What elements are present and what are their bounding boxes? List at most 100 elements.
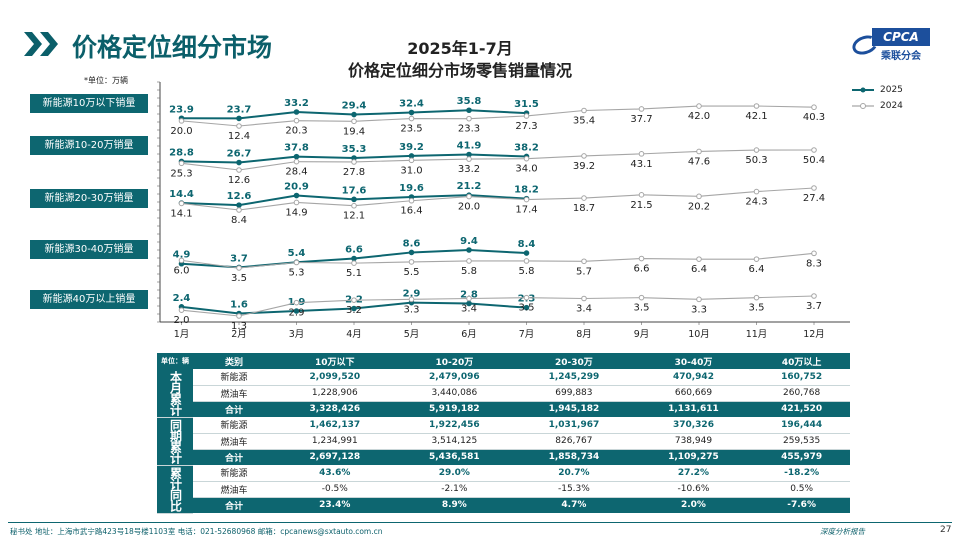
x-tick-label: 7月 bbox=[519, 329, 535, 340]
legend-2025-marker-icon bbox=[852, 87, 874, 93]
data-point-2025 bbox=[466, 247, 472, 253]
data-label-2024: 42.0 bbox=[688, 111, 710, 122]
data-label-2025: 12.6 bbox=[227, 191, 252, 202]
x-tick-label: 1月 bbox=[174, 329, 190, 340]
segment-label-under-10: 新能源10万以下销量 bbox=[30, 94, 148, 113]
cpca-logo: CPCA 乘联分会 bbox=[849, 28, 932, 62]
stats-table: 单位：辆 类别 10万以下 10-20万 20-30万 30-40万 40万以上… bbox=[157, 353, 850, 514]
data-label-2024: 27.3 bbox=[515, 121, 537, 132]
data-point-2025 bbox=[523, 250, 530, 256]
unit-note: *单位：万辆 bbox=[84, 76, 128, 85]
data-point-2024 bbox=[753, 103, 760, 109]
table-cell: -10.6% bbox=[633, 481, 754, 498]
data-point-2025 bbox=[351, 196, 357, 203]
table-cell: 4.7% bbox=[514, 497, 634, 513]
data-point-2024 bbox=[351, 260, 357, 266]
table-cell: 27.2% bbox=[633, 465, 754, 482]
data-label-2025: 33.2 bbox=[284, 98, 309, 109]
legend-2024-marker-icon bbox=[852, 103, 874, 109]
table-row-type: 新能源 bbox=[193, 417, 275, 434]
table-cell: 1,858,734 bbox=[514, 449, 634, 465]
data-label-2025: 14.4 bbox=[169, 189, 194, 200]
data-point-2024 bbox=[351, 202, 357, 209]
data-label-2024: 27.4 bbox=[803, 193, 825, 204]
data-label-2025: 2.8 bbox=[460, 290, 478, 301]
data-point-2024 bbox=[638, 294, 645, 301]
data-label-2024: 6.4 bbox=[691, 264, 707, 275]
data-label-2024: 23.5 bbox=[400, 124, 422, 135]
data-label-2025: 18.2 bbox=[514, 185, 539, 196]
table-cell: 2,479,096 bbox=[394, 369, 515, 386]
table-row-type: 新能源 bbox=[193, 369, 275, 386]
x-tick-label: 11月 bbox=[746, 329, 768, 340]
data-label-2024: 5.8 bbox=[519, 266, 535, 277]
data-point-2024 bbox=[408, 115, 415, 122]
data-point-2025 bbox=[408, 109, 415, 116]
data-label-2024: 14.1 bbox=[170, 208, 192, 219]
data-label-2025: 37.8 bbox=[284, 143, 309, 154]
data-point-2024 bbox=[581, 107, 587, 114]
data-point-2024 bbox=[523, 196, 530, 203]
data-point-2024 bbox=[811, 293, 817, 299]
data-label-2024: 24.3 bbox=[745, 197, 767, 208]
data-label-2024: 17.4 bbox=[515, 205, 537, 216]
data-label-2024: 12.1 bbox=[343, 211, 365, 222]
data-label-2025: 23.9 bbox=[169, 104, 194, 115]
data-label-2024: 42.1 bbox=[745, 111, 767, 122]
table-cell: -15.3% bbox=[514, 481, 634, 498]
data-point-2024 bbox=[696, 296, 702, 303]
data-point-2024 bbox=[811, 185, 817, 191]
table-row-type: 合计 bbox=[193, 449, 275, 465]
data-point-2024 bbox=[293, 199, 300, 206]
data-point-2024 bbox=[293, 259, 300, 266]
data-label-2024: 5.5 bbox=[404, 267, 420, 278]
data-label-2024: 28.4 bbox=[285, 167, 307, 178]
data-point-2024 bbox=[581, 258, 587, 265]
data-point-2024 bbox=[236, 265, 242, 271]
data-point-2024 bbox=[523, 155, 530, 162]
table-row-type: 新能源 bbox=[193, 465, 275, 482]
legend-label-2025: 2025 bbox=[880, 85, 903, 95]
data-label-2024: 25.3 bbox=[170, 168, 192, 179]
data-point-2024 bbox=[466, 258, 472, 264]
table-row: 合计 2,697,128 5,436,581 1,858,734 1,109,275 45… bbox=[157, 449, 850, 465]
data-point-2024 bbox=[293, 117, 300, 124]
data-point-2024 bbox=[523, 258, 530, 264]
table-row: 燃油车 1,228,906 3,440,086 699,883 660,669 260,7… bbox=[157, 385, 850, 402]
data-label-2025: 8.4 bbox=[518, 239, 536, 250]
table-cell: 260,768 bbox=[753, 385, 850, 402]
table-cell: 8.9% bbox=[394, 497, 515, 513]
data-label-2024: 3.5 bbox=[519, 303, 535, 314]
table-cell: 455,979 bbox=[753, 449, 850, 465]
data-label-2024: 8.3 bbox=[806, 258, 822, 269]
data-point-2024 bbox=[811, 104, 817, 111]
table-cell: 29.0% bbox=[394, 465, 515, 482]
legend-item-2025: 2025 bbox=[852, 82, 903, 98]
data-label-2025: 6.6 bbox=[345, 245, 363, 256]
data-label-2025: 17.6 bbox=[342, 185, 367, 196]
data-point-2025 bbox=[351, 255, 357, 262]
table-cell: 0.5% bbox=[753, 481, 850, 498]
table-cell: 1,131,611 bbox=[633, 401, 754, 417]
data-label-2024: 3.2 bbox=[346, 305, 362, 316]
header: 价格定位细分市场 2025年1-7月 价格定位细分市场零售销量情况 CPCA 乘… bbox=[0, 0, 960, 80]
table-header-col: 10万以下 bbox=[275, 353, 395, 369]
table-cell: 5,919,182 bbox=[394, 401, 515, 417]
data-point-2024 bbox=[178, 257, 185, 264]
x-tick-label: 3月 bbox=[289, 329, 305, 340]
page-title: 价格定位细分市场 bbox=[72, 33, 273, 62]
data-label-2024: 33.2 bbox=[458, 164, 480, 175]
table-row: 本月累计 新能源 2,099,520 2,479,096 1,245,299 470,94… bbox=[157, 369, 850, 418]
data-label-2024: 39.2 bbox=[573, 161, 595, 172]
data-label-2024: 3.3 bbox=[404, 304, 420, 315]
table-header-row: 单位：辆 类别 10万以下 10-20万 20-30万 30-40万 40万以上 bbox=[157, 353, 850, 369]
data-label-2024: 43.1 bbox=[630, 159, 652, 170]
table-cell: 43.6% bbox=[275, 465, 395, 482]
table-header-col: 30-40万 bbox=[633, 353, 754, 369]
data-label-2024: 1.3 bbox=[231, 321, 247, 332]
x-tick-label: 2月 bbox=[231, 329, 247, 340]
data-point-2025 bbox=[236, 202, 242, 208]
table-cell: 1,109,275 bbox=[633, 449, 754, 465]
data-point-2024 bbox=[466, 156, 472, 162]
table-cell: -2.1% bbox=[394, 481, 515, 498]
